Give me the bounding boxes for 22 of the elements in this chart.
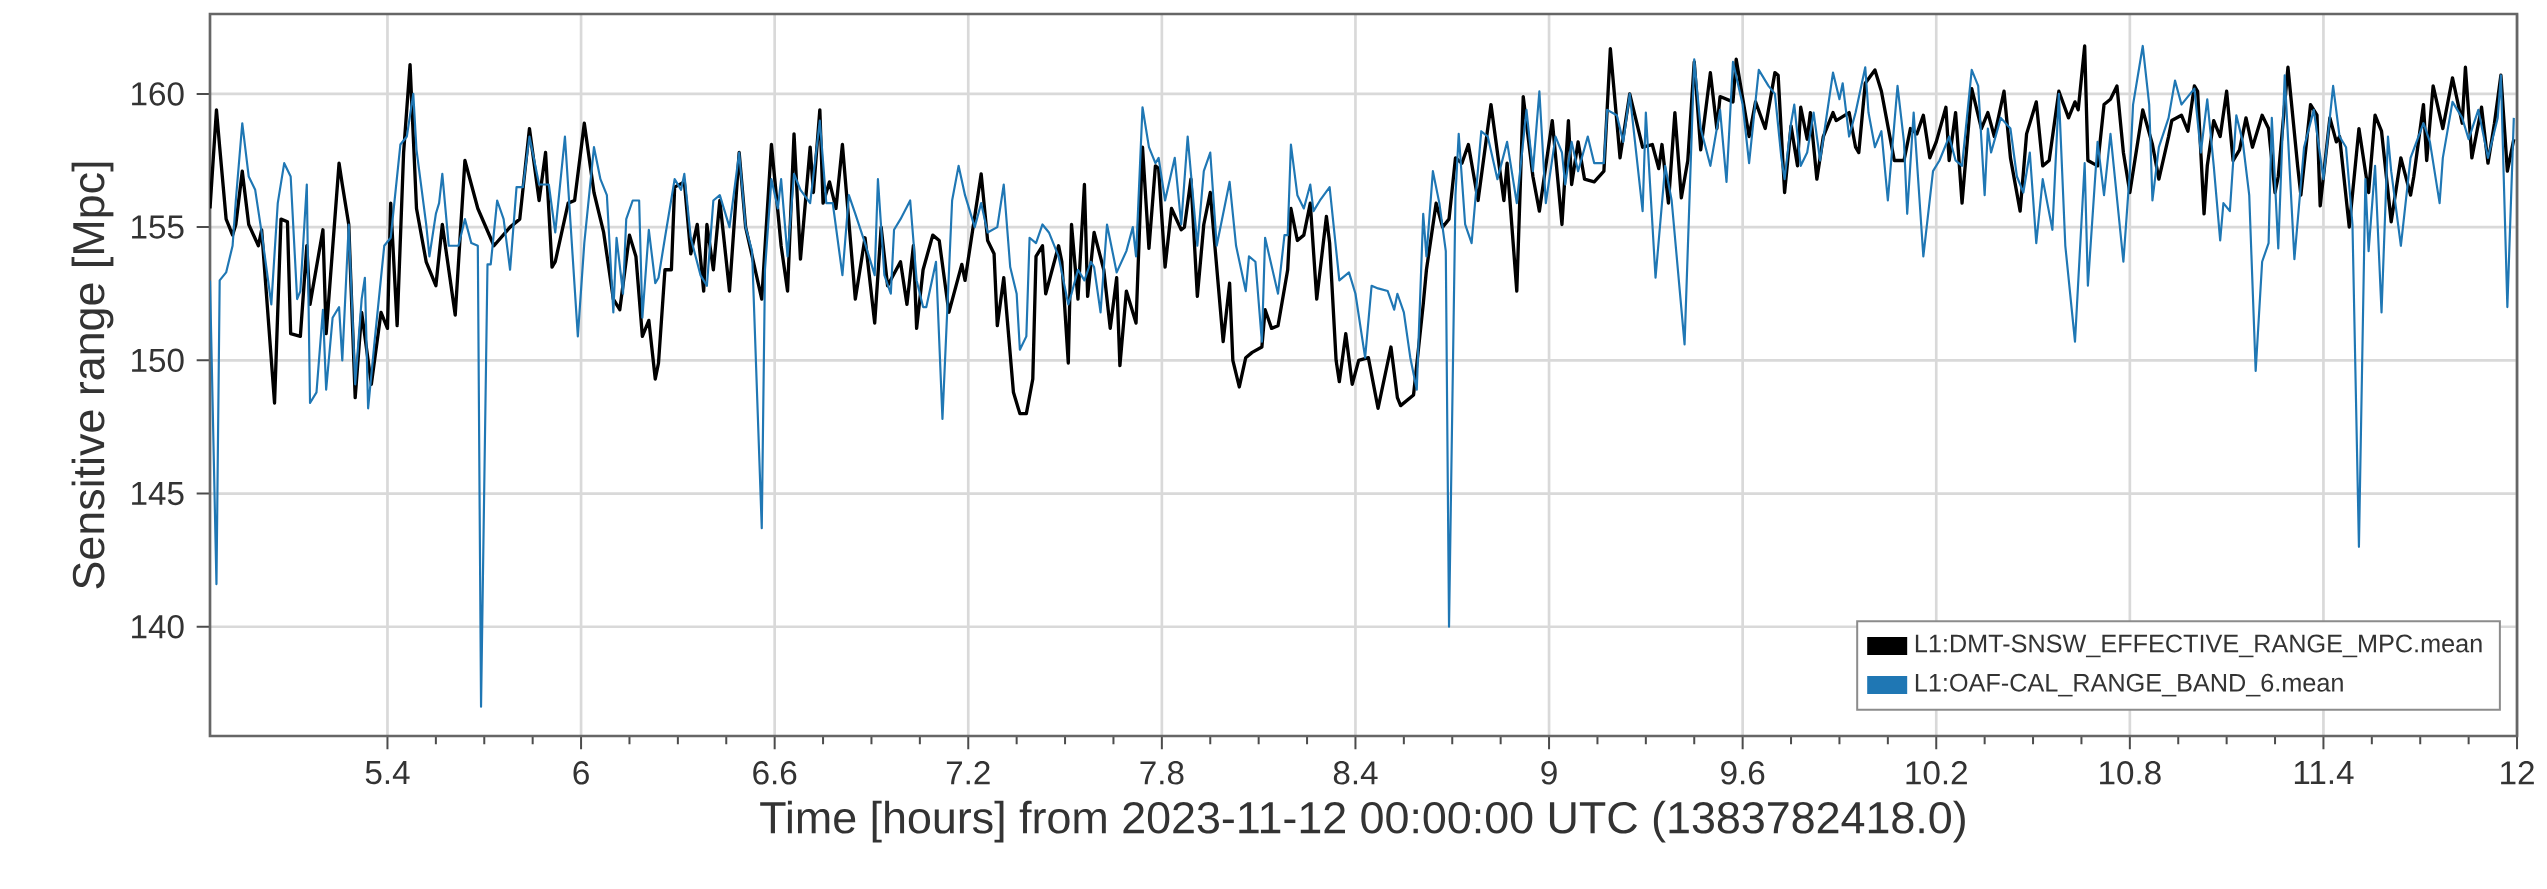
legend-label: L1:OAF-CAL_RANGE_BAND_6.mean bbox=[1915, 673, 2343, 697]
y-tick-label: 140 bbox=[132, 615, 184, 639]
y-tick-label: 150 bbox=[132, 348, 184, 373]
legend-label: L1:DMT-SNSW_EFFECTIVE_RANGE_MPC.mean bbox=[1915, 634, 2482, 658]
x-tick-label: 9.6 bbox=[1721, 761, 1765, 785]
x-tick-label: 7.8 bbox=[1140, 761, 1184, 785]
y-tick-label: 155 bbox=[132, 215, 184, 239]
y-tick-label: 160 bbox=[132, 82, 184, 106]
x-tick-label: 10.8 bbox=[2100, 761, 2161, 785]
x-tick-label: 10.2 bbox=[1906, 761, 1967, 785]
x-tick-label: 11.4 bbox=[2294, 761, 2354, 784]
y-axis-title: Sensitive range [Mpc] bbox=[71, 162, 114, 589]
x-tick-label: 8.4 bbox=[1333, 761, 1378, 785]
x-tick-label: 7.2 bbox=[946, 761, 990, 785]
x-tick-label: 12 bbox=[2501, 761, 2534, 785]
x-tick-label: 6 bbox=[573, 761, 589, 785]
line-series bbox=[210, 44, 2515, 708]
x-tick-label: 6.6 bbox=[753, 761, 797, 785]
x-tick-label: 9 bbox=[1541, 761, 1557, 785]
x-axis-title: Time [hours] from 2023-11-12 00:00:00 UTC (1383782418.0) bbox=[760, 800, 1965, 843]
x-tick-label: 5.4 bbox=[365, 761, 410, 785]
y-tick-label: 145 bbox=[132, 481, 184, 506]
